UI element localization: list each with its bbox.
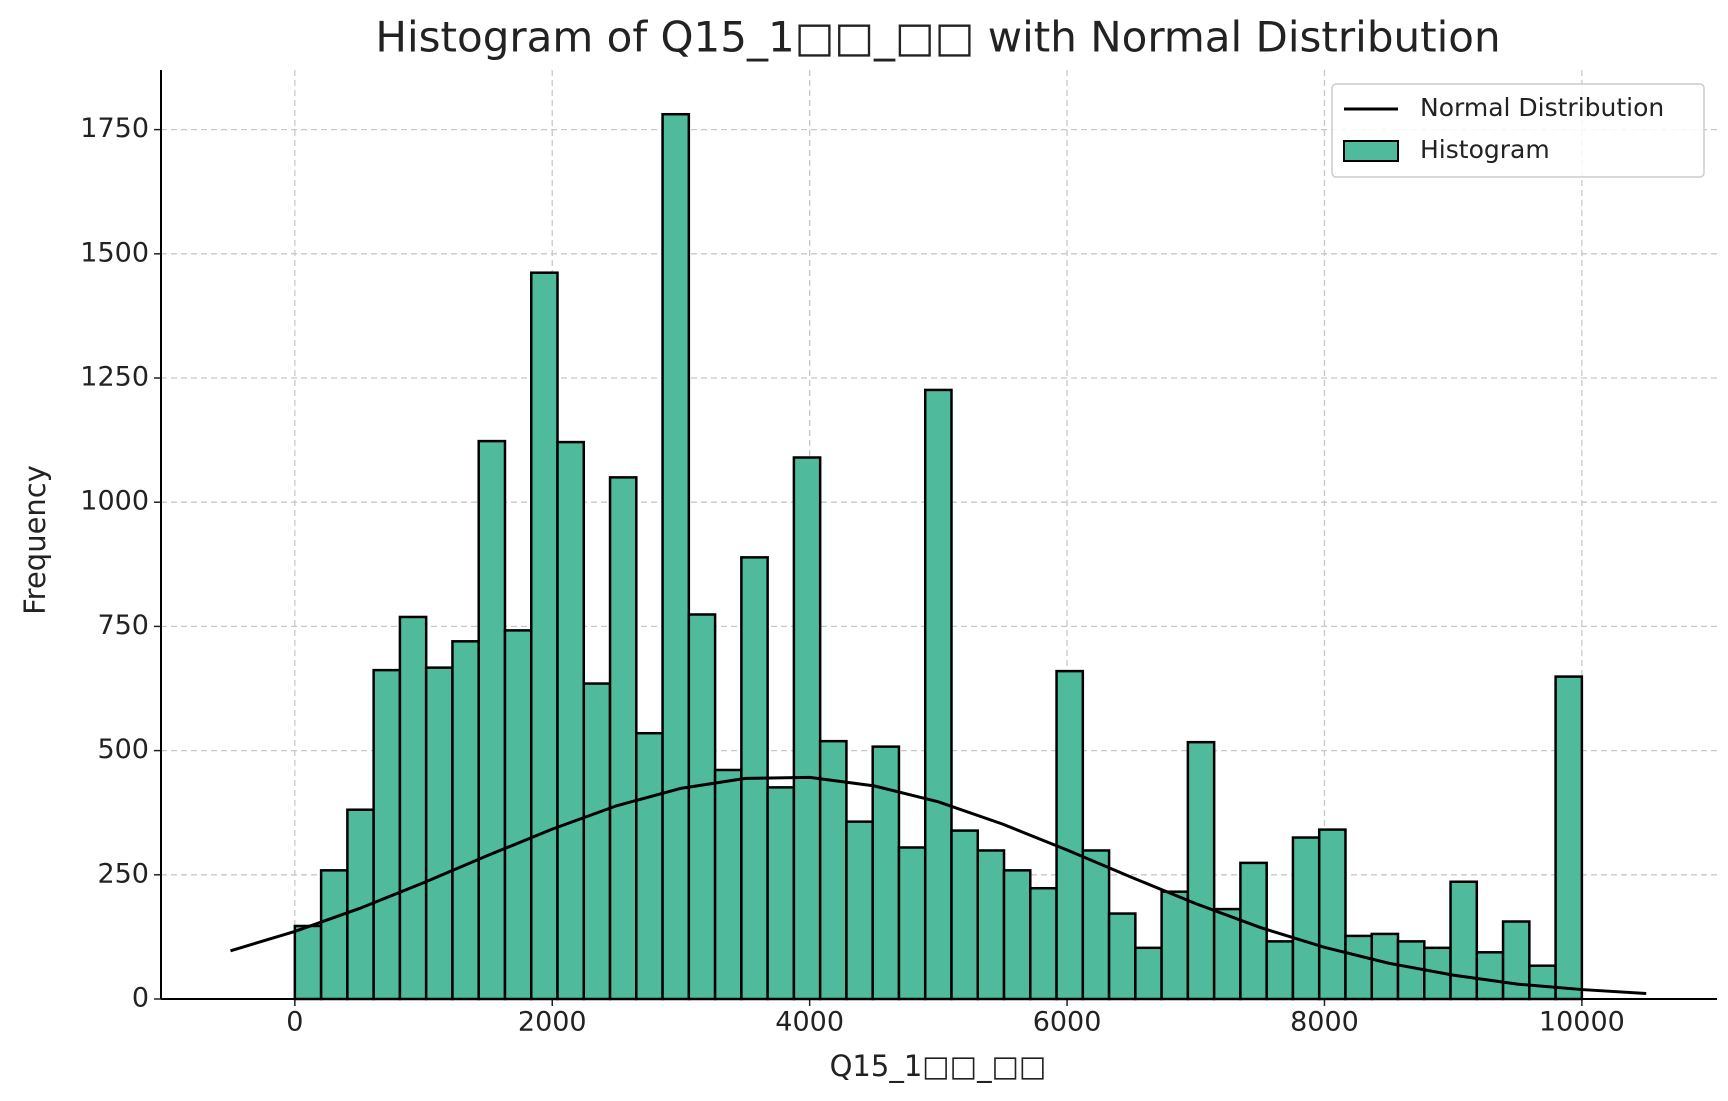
bar [871, 745, 901, 1001]
x-tick-label: 10000 [1539, 1007, 1625, 1038]
legend-bar-swatch [1343, 140, 1399, 162]
bar [818, 739, 848, 1001]
bar [1081, 849, 1111, 1001]
bar [687, 613, 717, 1001]
bar [608, 476, 638, 1001]
bar [766, 786, 796, 1001]
bar [293, 924, 323, 1001]
bar [1344, 934, 1373, 1001]
bar [1475, 951, 1505, 1001]
bar [950, 829, 980, 1001]
bar [1055, 669, 1085, 1001]
y-tick-label: 250 [97, 858, 149, 889]
y-tick-label: 1750 [80, 113, 149, 144]
bar [529, 271, 559, 1001]
bar [635, 731, 664, 1001]
bar [1317, 828, 1347, 1001]
x-tick-label: 2000 [518, 1007, 587, 1038]
y-tick-label: 0 [132, 983, 149, 1014]
chart-title: Histogram of Q15_1□□_□□ with Normal Dist… [375, 13, 1500, 62]
bar [477, 439, 507, 1001]
x-tick-label: 4000 [775, 1007, 844, 1038]
bar [1501, 920, 1531, 1001]
bar [1002, 869, 1032, 1001]
bar [1449, 880, 1479, 1001]
x-tick-label: 8000 [1290, 1007, 1359, 1038]
y-tick-label: 1000 [80, 486, 149, 517]
bar [398, 615, 428, 1001]
bar [897, 846, 927, 1001]
bar [1134, 946, 1163, 1001]
bar [1554, 675, 1584, 1001]
bar [1107, 912, 1137, 1001]
bar [503, 629, 533, 1001]
bar [1160, 890, 1190, 1001]
bar [372, 668, 402, 1001]
legend-label: Normal Distribution [1420, 93, 1664, 122]
bar [556, 440, 586, 1001]
legend-box [1331, 83, 1705, 178]
bar [582, 682, 612, 1001]
y-tick-label: 1250 [80, 362, 149, 393]
bar [319, 869, 349, 1001]
y-tick-label: 750 [97, 610, 149, 641]
bar [923, 388, 953, 1001]
legend-label: Histogram [1420, 135, 1550, 164]
bar [451, 640, 480, 1001]
bar [1370, 932, 1400, 1001]
bar [1291, 836, 1321, 1001]
x-axis-label: Q15_1□□_□□ [830, 1049, 1047, 1083]
bar [976, 849, 1006, 1001]
y-tick-label: 500 [97, 734, 149, 765]
y-tick-label: 1500 [80, 237, 149, 268]
bar [424, 666, 454, 1001]
x-tick-label: 0 [286, 1007, 303, 1038]
bar [713, 768, 743, 1001]
y-axis-label: Frequency [18, 465, 52, 615]
bar [1265, 940, 1295, 1001]
bar [845, 820, 874, 1001]
normal-curve [230, 775, 1647, 996]
bar [1186, 740, 1216, 1001]
bar [1239, 861, 1268, 1001]
bar [1528, 964, 1557, 1001]
bar [1029, 886, 1058, 1001]
bar [661, 112, 691, 1001]
x-tick-label: 6000 [1033, 1007, 1102, 1038]
bar [1212, 907, 1242, 1001]
bar [792, 456, 822, 1001]
